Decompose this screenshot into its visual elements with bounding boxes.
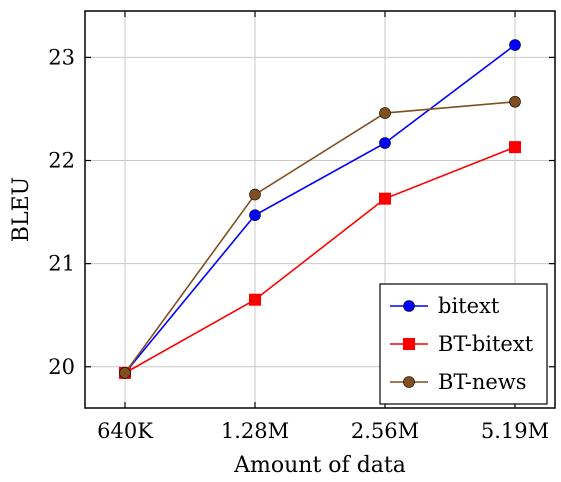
legend-marker-bt-news xyxy=(403,376,415,388)
data-point-bitext xyxy=(249,209,261,221)
series-lines xyxy=(119,39,521,379)
y-tick-label: 23 xyxy=(48,45,75,69)
data-point-bt-news xyxy=(379,107,391,119)
x-tick-label: 640K xyxy=(97,419,153,443)
data-point-bt-news xyxy=(509,95,521,108)
axis-ticks: 640K 1.28M 2.56M 5.19M 20 21 22 23 xyxy=(48,11,555,443)
series-line-bt-news xyxy=(124,100,516,374)
data-point-bitext xyxy=(509,39,521,51)
legend: bitext BT-bitext BT-news xyxy=(379,283,548,405)
y-tick-label: 20 xyxy=(48,355,75,379)
series-line-bt-bitext xyxy=(124,146,516,374)
plot-area-frame xyxy=(84,10,556,409)
legend-label-bt-news: BT-news xyxy=(438,370,527,394)
x-axis-title: Amount of data xyxy=(233,453,406,477)
data-point-bitext xyxy=(379,137,391,149)
y-tick-label: 22 xyxy=(48,149,75,173)
x-tick-label: 1.28M xyxy=(221,419,289,443)
legend-marker-bitext xyxy=(403,300,415,312)
legend-label-bitext: bitext xyxy=(438,294,500,318)
data-point-bt-news xyxy=(249,188,261,201)
legend-item-bitext: bitext xyxy=(390,294,500,318)
grid xyxy=(85,11,555,408)
data-point-bt-news xyxy=(119,367,131,379)
x-tick-label: 2.56M xyxy=(351,419,419,443)
legend-label-bt-bitext: BT-bitext xyxy=(438,332,534,356)
data-point-bt-bitext xyxy=(249,293,261,306)
y-tick-label: 21 xyxy=(48,252,75,276)
x-tick-label: 5.19M xyxy=(481,419,549,443)
legend-marker-bt-bitext xyxy=(403,338,415,350)
legend-item-bt-news: BT-news xyxy=(390,370,527,394)
series-bt-news xyxy=(119,95,521,379)
y-axis-title: BLEU xyxy=(9,177,34,242)
data-point-bt-bitext xyxy=(509,141,521,154)
data-point-bt-bitext xyxy=(379,192,391,205)
legend-item-bt-bitext: BT-bitext xyxy=(390,332,534,356)
series-line-bitext xyxy=(124,44,516,374)
